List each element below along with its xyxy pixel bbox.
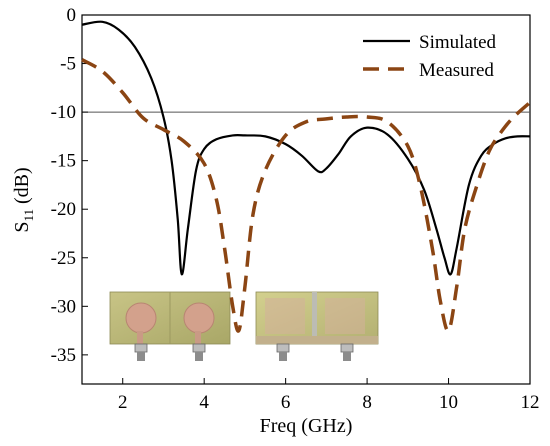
x-tick-label: 2 [118, 392, 128, 413]
legend: Simulated Measured [363, 32, 497, 81]
y-tick-label: 0 [67, 5, 77, 26]
y-tick-label: -35 [51, 345, 76, 366]
y-tick-label: -30 [51, 296, 76, 317]
antenna-photo-front [109, 291, 231, 361]
antenna-photo-back [255, 291, 379, 361]
x-axis-label: Freq (GHz) [260, 415, 353, 437]
measured-curve [81, 58, 532, 333]
legend-label-measured: Measured [419, 60, 494, 81]
y-tick-label: -15 [51, 151, 76, 172]
x-tick-label: 4 [199, 392, 209, 413]
x-tick-label: 6 [281, 392, 291, 413]
y-tick-label: -10 [51, 102, 76, 123]
y-tick-label: -20 [51, 199, 76, 220]
plot-frame [81, 14, 531, 385]
y-axis-label: S11 (dB) [11, 167, 36, 232]
x-tick-label: 10 [439, 392, 458, 413]
y-axis-ticks: 0 -5 -10 -15 -20 -25 -30 -35 [51, 5, 88, 366]
x-axis-ticks: 2 4 6 8 10 12 [118, 378, 540, 413]
x-tick-label: 8 [362, 392, 372, 413]
simulated-curve [81, 20, 531, 276]
legend-label-simulated: Simulated [419, 32, 497, 53]
y-tick-label: -25 [51, 248, 76, 269]
y-tick-label: -5 [60, 54, 76, 75]
x-tick-label: 12 [521, 392, 540, 413]
